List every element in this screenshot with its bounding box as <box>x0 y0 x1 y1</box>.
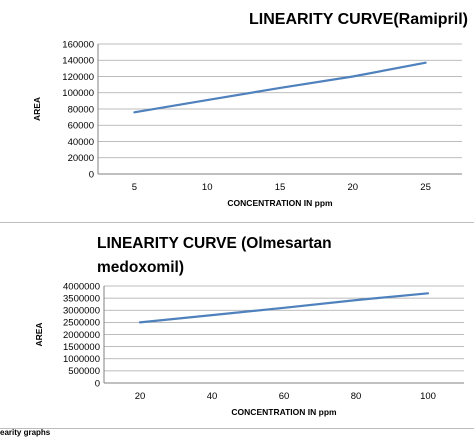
olmesartan-y-tick-label: 3000000 <box>63 306 100 317</box>
olmesartan-title-line-1: medoxomil) <box>97 259 184 276</box>
olmesartan-chart-panel: LINEARITY CURVE (Olmesartan medoxomil) 0 50… <box>0 224 474 429</box>
ramipril-x-axis-label: CONCENTRATION IN ppm <box>227 198 333 208</box>
ramipril-y-tick-label: 160000 <box>62 39 94 50</box>
ramipril-x-tick-label: 25 <box>420 182 431 193</box>
olmesartan-x-tick-label: 20 <box>135 391 146 402</box>
olmesartan-series-line-0 <box>138 292 430 324</box>
olmesartan-x-tick-label: 100 <box>420 391 436 402</box>
ramipril-y-tick-label: 60000 <box>68 121 94 132</box>
ramipril-y-tick-label: 120000 <box>62 72 94 83</box>
olmesartan-chart: LINEARITY CURVE (Olmesartan medoxomil) 050… <box>34 235 464 417</box>
ramipril-chart: LINEARITY CURVE(Ramipril) 0 20000 40000 6000… <box>32 11 468 208</box>
ramipril-y-tick-label: 0 <box>89 169 94 180</box>
ramipril-y-tick-label: 40000 <box>68 137 94 148</box>
figure-caption: earity graphs <box>0 428 51 437</box>
olmesartan-x-tick-label: 40 <box>207 391 218 402</box>
ramipril-x-tick-label: 15 <box>275 182 286 193</box>
olmesartan-title-line-0: LINEARITY CURVE (Olmesartan <box>97 235 332 252</box>
olmesartan-y-tick-label: 1000000 <box>63 354 100 365</box>
ramipril-chart-panel: LINEARITY CURVE(Ramipril) 0 20000 40000 6000… <box>0 11 474 223</box>
ramipril-y-tick-label: 20000 <box>68 153 94 164</box>
ramipril-x-tick-label: 20 <box>348 182 359 193</box>
ramipril-y-tick-label: 100000 <box>62 88 94 99</box>
olmesartan-y-tick-label: 500000 <box>68 366 100 377</box>
ramipril-x-tick-label: 5 <box>132 182 137 193</box>
olmesartan-y-tick-label: 1500000 <box>63 342 100 353</box>
ramipril-series-line-0 <box>133 61 427 114</box>
olmesartan-y-tick-label: 2500000 <box>63 318 100 329</box>
ramipril-y-axis-label: AREA <box>32 97 42 121</box>
olmesartan-x-tick-label: 60 <box>279 391 290 402</box>
olmesartan-y-tick-label: 0 <box>95 378 100 389</box>
olmesartan-y-tick-label: 2000000 <box>63 330 100 341</box>
olmesartan-y-tick-label: 3500000 <box>63 293 100 304</box>
ramipril-y-tick-label: 80000 <box>68 104 94 115</box>
olmesartan-y-axis-label: AREA <box>34 322 44 346</box>
ramipril-x-tick-label: 10 <box>202 182 213 193</box>
ramipril-title: LINEARITY CURVE(Ramipril) <box>249 11 468 28</box>
olmesartan-x-axis-label: CONCENTRATION IN ppm <box>231 407 337 417</box>
olmesartan-y-tick-label: 4000000 <box>63 281 100 292</box>
olmesartan-x-tick-label: 80 <box>351 391 362 402</box>
ramipril-y-tick-label: 140000 <box>62 56 94 67</box>
